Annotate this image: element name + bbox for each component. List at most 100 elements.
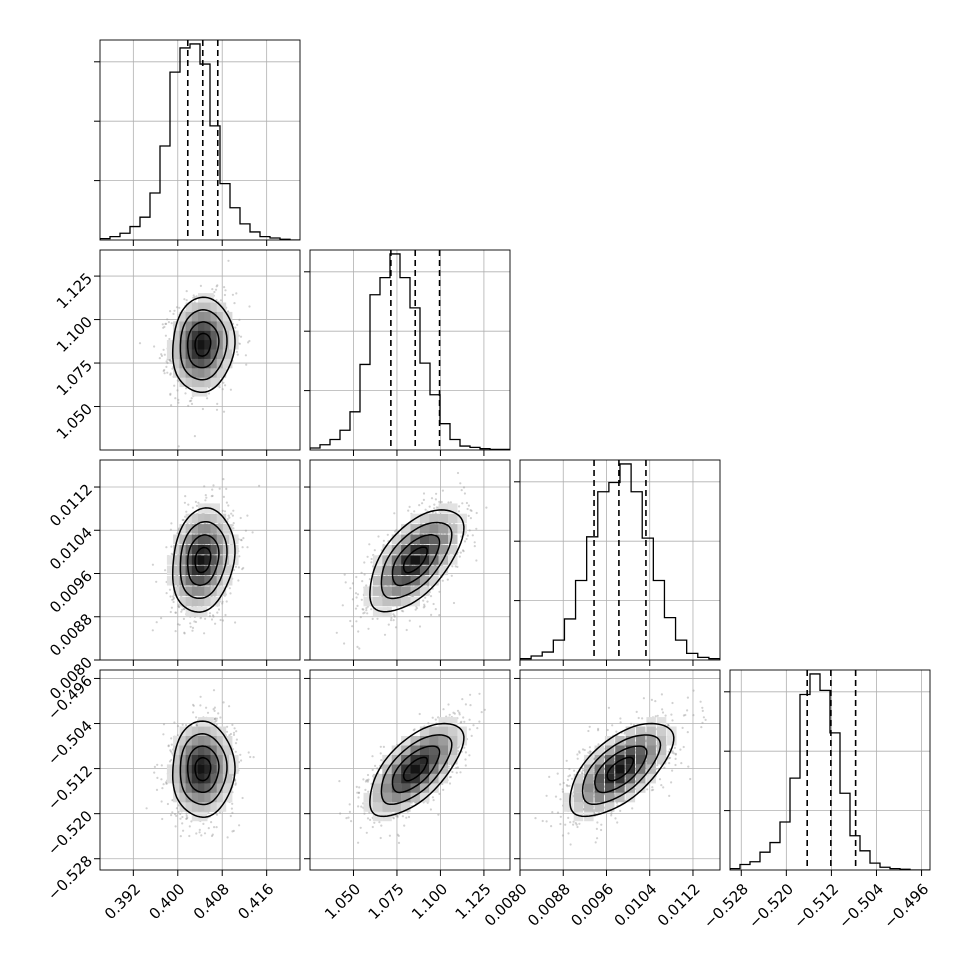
sample-point [205, 706, 208, 709]
sample-point [393, 615, 396, 618]
sample-point [185, 510, 188, 513]
density-cell [179, 544, 189, 555]
sample-point [204, 617, 207, 620]
sample-point [222, 410, 226, 413]
sample-point [224, 613, 227, 617]
histogram-panel-2 [514, 459, 721, 666]
sample-point [429, 595, 433, 598]
sample-point [449, 501, 452, 504]
sample-point [192, 294, 195, 297]
density-cell [216, 311, 227, 322]
sample-point [156, 763, 159, 766]
sample-point [204, 494, 207, 497]
density-cell [185, 377, 196, 388]
sample-point [370, 561, 373, 564]
sample-point [434, 608, 437, 611]
sample-point [212, 689, 216, 692]
sample-point [363, 561, 366, 564]
sample-point [466, 507, 469, 511]
density-cell [191, 368, 202, 378]
density-cell [419, 524, 430, 534]
sample-point [172, 312, 175, 315]
histogram-panel-1 [304, 249, 511, 456]
sample-point [221, 602, 224, 605]
density-cell [391, 576, 402, 586]
sample-point [185, 290, 188, 293]
contours [171, 296, 236, 394]
density-cell [204, 524, 214, 534]
sample-point [177, 804, 180, 807]
sample-point [343, 642, 346, 645]
density-cell [185, 596, 196, 607]
density-cell [173, 555, 183, 565]
density-cell [429, 576, 439, 586]
sample-point [210, 834, 214, 838]
sample-point [187, 404, 190, 407]
sample-point [193, 620, 196, 623]
sample-point [211, 288, 214, 291]
sample-point [238, 824, 241, 827]
sample-point [170, 322, 173, 325]
sample-point [168, 359, 172, 362]
density-cell [216, 340, 227, 350]
sample-point [160, 353, 163, 356]
density-cell [216, 321, 227, 331]
sample-point [192, 704, 195, 707]
sample-point [191, 629, 194, 632]
density-cells [363, 503, 467, 617]
sample-point [162, 783, 165, 786]
sample-point [415, 607, 419, 610]
sample-point [362, 608, 365, 611]
sample-point [164, 781, 168, 784]
density-cell [382, 576, 392, 586]
density-cell [204, 358, 214, 369]
sample-point [188, 400, 192, 403]
density-cell [179, 534, 189, 544]
sample-point [252, 756, 255, 759]
sample-point [227, 259, 230, 262]
density-cell [438, 544, 449, 555]
density-cell [198, 321, 208, 331]
density-cell [457, 513, 467, 524]
sample-point [344, 581, 347, 584]
density-cell [198, 524, 208, 534]
sample-point [462, 550, 465, 553]
density-cell [216, 565, 227, 576]
sample-point [170, 404, 173, 407]
density-cell [198, 340, 208, 350]
contour-line [179, 520, 228, 600]
contours [369, 509, 465, 613]
sample-point [191, 626, 195, 629]
sample-point [165, 546, 168, 549]
sample-point [424, 508, 427, 511]
sample-point [153, 765, 156, 768]
density-cell [185, 534, 196, 544]
density-cell [419, 576, 430, 586]
sample-point [462, 486, 466, 489]
sample-point [214, 288, 218, 291]
sample-point [475, 511, 478, 515]
sample-point [175, 807, 178, 810]
density-cell [210, 586, 220, 596]
contour-line [194, 546, 212, 574]
sample-point [370, 557, 373, 561]
density-cell [401, 544, 411, 555]
density-cell [457, 524, 467, 534]
sample-point [235, 292, 238, 295]
density-cell [448, 544, 458, 555]
sample-point [376, 617, 379, 620]
density-cell [216, 544, 227, 555]
sample-point [176, 734, 179, 737]
density-cell [204, 565, 214, 576]
sample-point [176, 623, 180, 626]
density-cell [210, 596, 220, 607]
sample-point [422, 606, 425, 609]
sample-point [223, 293, 226, 297]
sample-point [234, 565, 238, 568]
density-cell [419, 544, 430, 555]
density-cell [185, 358, 196, 369]
sample-point [460, 489, 463, 492]
sample-point [214, 622, 217, 625]
sample-point [169, 528, 172, 531]
axes-frame [99, 249, 301, 451]
